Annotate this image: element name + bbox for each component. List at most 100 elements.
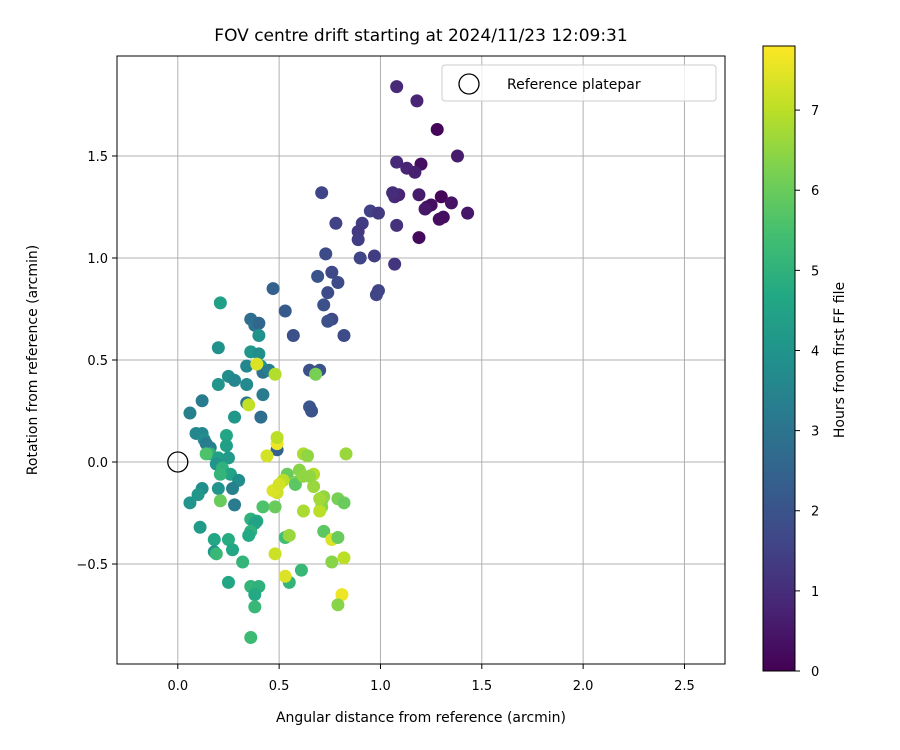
chart-title: FOV centre drift starting at 2024/11/23 … (214, 26, 627, 46)
data-point (252, 347, 266, 361)
data-point (272, 477, 286, 491)
data-point (213, 467, 227, 481)
data-point (430, 122, 444, 136)
data-point (226, 482, 240, 496)
x-axis: 0.0 0.5 1.0 1.5 2.0 2.5 (167, 664, 695, 694)
data-point (317, 524, 331, 538)
data-point (386, 186, 400, 200)
data-point (207, 533, 221, 547)
data-point (305, 404, 319, 418)
colorbar-tick-label: 7 (811, 104, 819, 119)
data-point (248, 600, 262, 614)
y-tick-label: 0.5 (87, 354, 108, 369)
data-point (335, 588, 349, 602)
y-tick-label: 1.5 (87, 150, 108, 165)
data-point (254, 410, 268, 424)
x-tick-label: 0.0 (167, 679, 188, 694)
x-tick-label: 2.5 (674, 679, 695, 694)
data-point (226, 543, 240, 557)
data-point (321, 286, 335, 300)
data-point (325, 555, 339, 569)
data-point (301, 449, 315, 463)
data-point (228, 410, 242, 424)
data-point (256, 388, 270, 402)
data-point (211, 482, 225, 496)
data-point (390, 155, 404, 169)
data-point (390, 80, 404, 94)
data-point (213, 494, 227, 508)
data-point (313, 504, 327, 518)
data-point (219, 439, 233, 453)
grid (117, 56, 725, 664)
colorbar-gradient (762, 45, 796, 672)
colorbar-tick-label: 4 (811, 344, 819, 359)
data-point (309, 367, 323, 381)
data-point (296, 504, 310, 518)
data-point (221, 575, 235, 589)
data-point (256, 500, 270, 514)
data-point (319, 247, 333, 261)
data-point (371, 206, 385, 220)
data-point (408, 165, 422, 179)
data-point (221, 533, 235, 547)
data-point (268, 500, 282, 514)
data-point (367, 249, 381, 263)
data-point (434, 190, 448, 204)
data-point (236, 555, 250, 569)
colorbar-label: Hours from first FF file (832, 282, 848, 438)
data-point (461, 206, 475, 220)
data-point (432, 212, 446, 226)
reference-platepar-marker (167, 451, 189, 473)
data-point (311, 269, 325, 283)
data-point (199, 447, 213, 461)
colorbar: 0 1 2 3 4 5 6 7 Hours from first FF file (762, 45, 848, 680)
data-point (351, 233, 365, 247)
x-tick-label: 1.0 (370, 679, 391, 694)
data-point (339, 447, 353, 461)
colorbar-tick-label: 5 (811, 264, 819, 279)
data-point (307, 479, 321, 493)
scatter-points (183, 80, 475, 644)
data-point (209, 547, 223, 561)
colorbar-tick-label: 2 (811, 505, 819, 520)
data-point (268, 547, 282, 561)
data-point (337, 329, 351, 343)
colorbar-tick-label: 0 (811, 665, 819, 680)
data-point (195, 394, 209, 408)
data-point (388, 257, 402, 271)
legend-box (441, 64, 717, 102)
data-point (444, 196, 458, 210)
data-point (270, 431, 284, 445)
colorbar-ticks: 0 1 2 3 4 5 6 7 (795, 104, 819, 680)
y-tick-label: 1.0 (87, 252, 108, 267)
data-point (282, 528, 296, 542)
data-point (240, 359, 254, 373)
x-axis-label: Angular distance from reference (arcmin) (276, 710, 566, 726)
legend: Reference platepar (441, 64, 717, 102)
data-point (213, 296, 227, 310)
data-point (418, 202, 432, 216)
colorbar-tick-label: 1 (811, 585, 819, 600)
legend-marker (458, 73, 480, 95)
data-point (294, 563, 308, 577)
data-point (183, 496, 197, 510)
data-point (242, 528, 256, 542)
legend-label: Reference platepar (507, 77, 641, 93)
data-point (337, 496, 351, 510)
data-point (321, 314, 335, 328)
data-point (450, 149, 464, 163)
x-tick-label: 1.5 (471, 679, 492, 694)
data-point (337, 551, 351, 565)
colorbar-tick-label: 3 (811, 425, 819, 440)
y-axis-label: Rotation from reference (arcmin) (25, 245, 41, 475)
data-point (191, 488, 205, 502)
data-point (183, 406, 197, 420)
data-point (266, 282, 280, 296)
data-point (313, 492, 327, 506)
y-axis: −0.5 0.0 0.5 1.0 1.5 (76, 150, 117, 573)
data-point (331, 531, 345, 545)
data-point (286, 329, 300, 343)
data-point (325, 265, 339, 279)
data-point (248, 588, 262, 602)
